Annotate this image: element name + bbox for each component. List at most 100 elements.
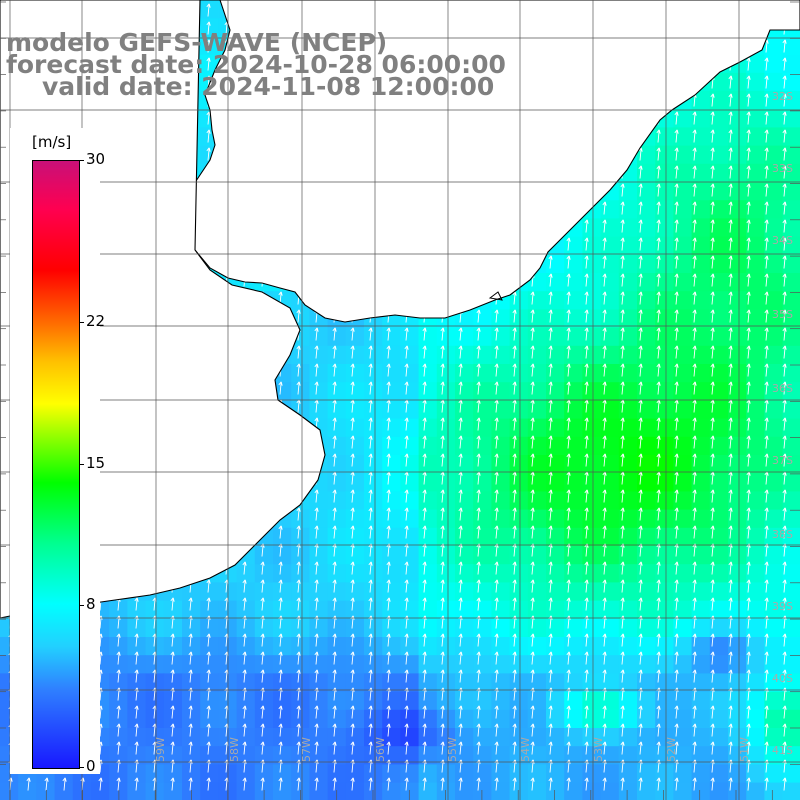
wind-arrow: [494, 345, 499, 359]
wind-speed-cell: [764, 400, 784, 420]
wind-arrow: [638, 237, 643, 251]
wind-speed-cell: [418, 637, 438, 656]
wind-speed-cell: [364, 618, 383, 638]
wind-arrow: [260, 741, 265, 755]
wind-speed-cell: [764, 163, 784, 183]
wind-speed-cell: [345, 618, 365, 638]
wind-arrow: [278, 579, 283, 593]
wind-speed-cell: [691, 127, 711, 147]
wind-arrow: [764, 417, 769, 431]
wind-speed-cell: [509, 473, 529, 492]
wind-arrow: [746, 507, 751, 521]
wind-arrow: [746, 525, 751, 539]
wind-speed-cell: [691, 418, 711, 438]
wind-arrow: [692, 273, 697, 287]
wind-speed-cell: [709, 200, 729, 219]
wind-speed-cell: [382, 582, 401, 602]
wind-arrow: [674, 741, 679, 755]
wind-speed-cell: [418, 673, 438, 693]
wind-speed-cell: [618, 582, 638, 602]
wind-speed-cell: [782, 709, 800, 729]
wind-arrow: [314, 363, 319, 377]
wind-speed-cell: [436, 564, 456, 583]
wind-arrow: [710, 111, 715, 125]
wind-speed-cell: [418, 327, 438, 347]
wind-speed-cell: [600, 418, 620, 438]
wind-speed-cell: [728, 273, 747, 292]
wind-arrow: [656, 165, 661, 179]
wind-arrow: [764, 489, 769, 503]
wind-arrow: [782, 165, 787, 179]
wind-arrow: [296, 777, 301, 791]
wind-speed-cell: [400, 473, 420, 492]
wind-arrow: [692, 669, 697, 683]
wind-speed-cell: [673, 327, 693, 347]
wind-speed-cell: [746, 400, 765, 420]
wind-arrow: [692, 147, 697, 161]
wind-speed-cell: [764, 418, 784, 438]
wind-speed-cell: [764, 364, 784, 383]
wind-speed-cell: [655, 564, 674, 583]
wind-speed-cell: [582, 455, 602, 474]
wind-speed-cell: [345, 400, 365, 420]
colorbar-tick: [79, 321, 84, 323]
wind-arrow: [674, 129, 679, 143]
wind-arrow: [692, 435, 697, 449]
wind-arrow: [710, 633, 715, 647]
wind-arrow: [530, 507, 535, 521]
wind-arrow: [566, 651, 571, 665]
wind-speed-cell: [418, 709, 438, 729]
wind-arrow: [350, 741, 355, 755]
wind-speed-cell: [345, 382, 365, 401]
wind-arrow: [656, 219, 661, 233]
wind-speed-cell: [527, 364, 547, 383]
wind-speed-cell: [728, 527, 747, 547]
wind-arrow: [512, 435, 517, 449]
wind-speed-cell: [491, 418, 511, 438]
wind-speed-cell: [746, 491, 765, 511]
wind-arrow: [314, 489, 319, 503]
wind-speed-cell: [491, 455, 511, 474]
wind-arrow: [458, 381, 463, 395]
wind-speed-cell: [691, 291, 711, 310]
wind-arrow: [350, 777, 355, 791]
wind-speed-cell: [637, 637, 656, 656]
wind-speed-cell: [509, 691, 529, 711]
wind-speed-cell: [382, 509, 401, 529]
wind-speed-cell: [418, 764, 438, 784]
wind-speed-cell: [637, 655, 656, 674]
wind-arrow: [332, 633, 337, 647]
wind-arrow: [116, 777, 121, 791]
wind-speed-cell: [764, 200, 784, 219]
wind-arrow: [728, 75, 733, 89]
wind-arrow: [170, 705, 175, 719]
wind-speed-cell: [655, 418, 674, 438]
wind-arrow: [746, 111, 751, 125]
wind-arrow: [566, 597, 571, 611]
wind-speed-cell: [782, 382, 800, 401]
wind-arrow: [674, 705, 679, 719]
wind-arrow: [692, 111, 697, 125]
wind-arrow: [440, 417, 445, 431]
wind-speed-cell: [200, 764, 219, 784]
wind-speed-cell: [637, 564, 656, 583]
wind-arrow: [782, 93, 787, 107]
wind-arrow: [746, 435, 751, 449]
wind-speed-cell: [182, 637, 201, 656]
wind-arrow: [764, 165, 769, 179]
wind-speed-cell: [145, 637, 165, 656]
wind-speed-cell: [309, 709, 329, 729]
wind-speed-cell: [782, 637, 800, 656]
wind-speed-cell: [709, 400, 729, 420]
wind-arrow: [422, 777, 427, 791]
wind-arrow: [242, 741, 247, 755]
wind-speed-cell: [345, 455, 365, 474]
wind-speed-cell: [382, 546, 401, 565]
wind-arrow: [350, 723, 355, 737]
wind-speed-cell: [364, 455, 383, 474]
wind-arrow: [404, 723, 409, 737]
wind-speed-cell: [309, 364, 329, 383]
wind-speed-cell: [455, 728, 474, 747]
wind-arrow: [656, 183, 661, 197]
wind-arrow: [458, 723, 463, 737]
